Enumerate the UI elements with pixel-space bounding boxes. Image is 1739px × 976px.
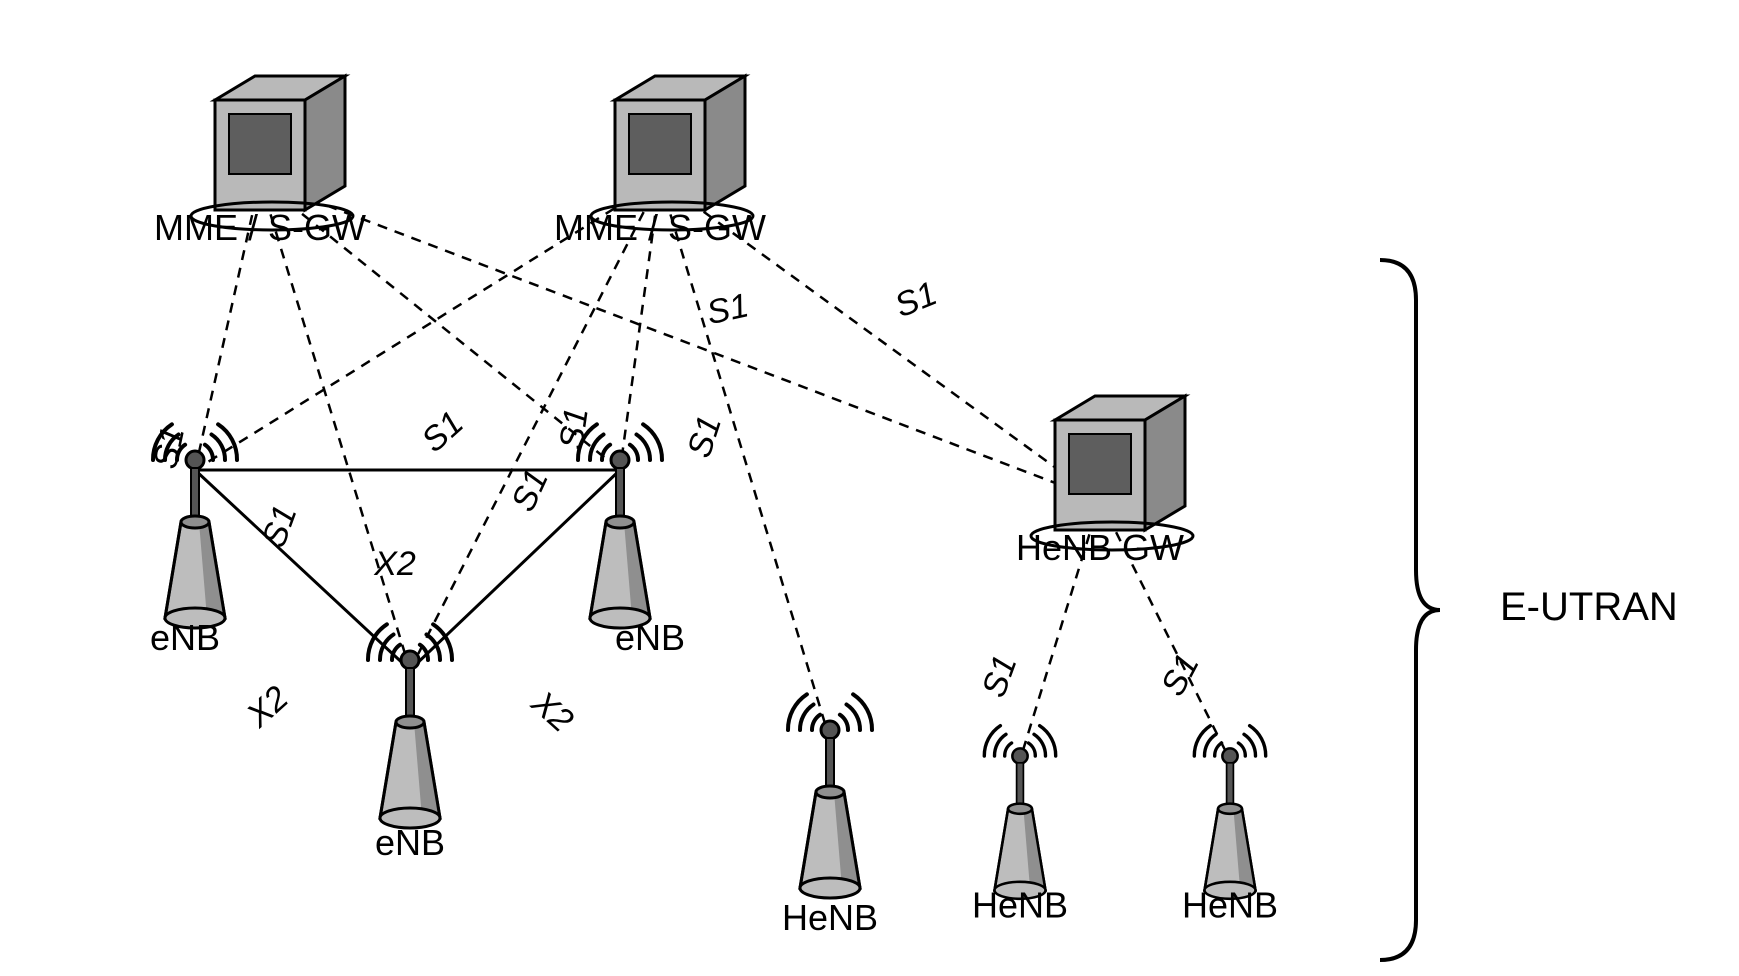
tower-enb3 [368,624,452,828]
tower-label-henb2: HeNB [972,885,1068,926]
link-label-henbgw-henb3: S1 [1154,648,1207,703]
tower-enb2 [578,424,662,628]
antenna-tip [401,651,419,669]
tower-cap [396,716,424,728]
svg-text:S1: S1 [703,286,752,332]
link-label-mme1-enb3: S1 [255,500,305,552]
tower-label-enb3: eNB [375,822,445,863]
tower-label-henb1: HeNB [782,897,878,938]
server-right-face [1145,396,1185,530]
link-label-mme2-henbgw: S1 [889,274,942,325]
link-label-mme1-henbgw: S1 [703,286,752,332]
link-label-enb2-enb3: X2 [523,683,580,740]
svg-text:X2: X2 [373,545,416,583]
nodes-layer: MME / S-GW MME / S-GW HeNB GW eNB eNB eNB HeNB… [150,76,1278,938]
server-label-mme1: MME / S-GW [154,207,366,248]
server-right-face [705,76,745,210]
tower-label-enb2: eNB [615,617,685,658]
svg-text:S1: S1 [1154,648,1207,703]
server-right-face [305,76,345,210]
server-mme2: MME / S-GW [554,76,766,248]
server-henbgw: HeNB GW [1016,396,1193,568]
server-panel [629,114,691,174]
tower-label-henb3: HeNB [1182,885,1278,926]
eutran-bracket [1380,260,1440,960]
tower-enb1 [153,424,237,628]
eutran-label: E-UTRAN [1500,585,1678,629]
antenna-tip [1222,748,1237,763]
tower-cap [1008,804,1032,814]
tower-cap [606,516,634,528]
svg-text:S1: S1 [889,274,942,325]
tower-henb3 [1194,726,1265,899]
tower-label-enb1: eNB [150,617,220,658]
server-mme1: MME / S-GW [154,76,366,248]
link-label-enb1-enb3: X2 [239,679,296,736]
antenna-tip [186,451,204,469]
link-label-mme1-enb2: S1 [414,404,470,460]
tower-cap [181,516,209,528]
svg-text:X2: X2 [239,679,296,736]
server-panel [1069,434,1131,494]
link-mme2-henb1 [660,180,830,740]
tower-henb2 [984,726,1055,899]
server-panel [229,114,291,174]
svg-text:S1: S1 [255,500,305,552]
tower-cap [1218,804,1242,814]
link-label-henbgw-henb2: S1 [975,650,1025,702]
svg-text:X2: X2 [523,683,580,740]
link-label-enb1-enb2: X2 [373,545,416,583]
server-label-mme2: MME / S-GW [554,207,766,248]
tower-henb1 [788,694,872,898]
antenna-tip [611,451,629,469]
tower-base [800,878,860,898]
svg-text:S1: S1 [975,650,1025,702]
svg-text:S1: S1 [680,411,729,462]
antenna-tip [821,721,839,739]
svg-text:S1: S1 [414,404,470,460]
server-label-henbgw: HeNB GW [1016,527,1184,568]
link-mme1-enb3 [260,180,410,670]
antenna-tip [1012,748,1027,763]
tower-cap [816,786,844,798]
link-label-mme2-henb1: S1 [680,411,729,462]
